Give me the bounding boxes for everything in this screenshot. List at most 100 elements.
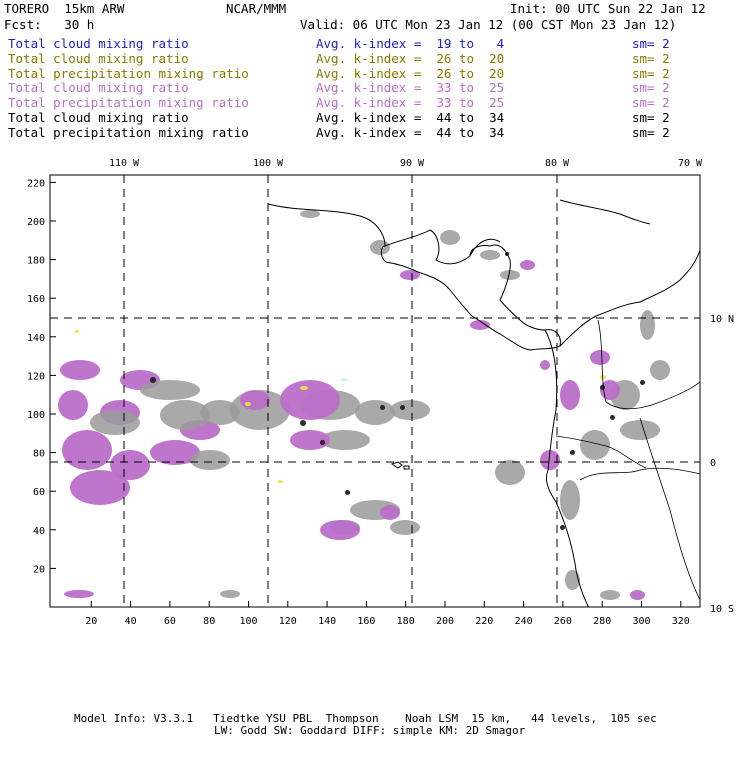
- y-tick-label: 140: [27, 333, 45, 344]
- field-purple-region: [280, 380, 340, 420]
- map-plot: 110 W 100 W 90 W 80 W 70 W 10 N 0 10 S 20 40 60 80 1…: [27, 158, 734, 627]
- field-black-region: [400, 405, 405, 410]
- y-tick-label: 20: [33, 564, 45, 575]
- y-tick-label: 180: [27, 256, 45, 267]
- x-tick-label: 120: [279, 616, 297, 627]
- legend-smoothing: sm= 2: [632, 80, 670, 96]
- forecast-hour: Fcst: 30 h: [4, 17, 95, 32]
- field-purple-region: [590, 350, 610, 365]
- y-tick-label: 160: [27, 294, 45, 305]
- field-purple-region: [60, 360, 100, 380]
- field-purple-region: [110, 450, 150, 480]
- field-gray-region: [160, 400, 210, 430]
- field-purple-region: [320, 520, 360, 540]
- field-purple-region: [290, 430, 330, 450]
- field-purple-region: [600, 380, 620, 400]
- y-tick-label: 40: [33, 526, 45, 537]
- y-tick-label: 120: [27, 371, 45, 382]
- border-brazil: [639, 417, 700, 601]
- coastline-south-america-north: [559, 249, 700, 347]
- x-tick-label: 60: [164, 616, 176, 627]
- legend-field: Total cloud mixing ratio: [8, 36, 189, 51]
- field-black-region: [320, 440, 325, 445]
- legend-field: Total precipitation mixing ratio: [8, 95, 249, 111]
- footer-physics-info: LW: Godd SW: Goddard DIFF: simple KM: 2D…: [214, 724, 526, 737]
- coastline-south-america-west: [544, 329, 590, 607]
- coastline-yucatan: [469, 238, 501, 257]
- legend-smoothing: sm= 2: [632, 50, 670, 66]
- top-lon-label: 110 W: [109, 158, 140, 169]
- field-gray-region: [390, 520, 420, 535]
- field-gray-region: [620, 420, 660, 440]
- field-gray-region: [320, 430, 370, 450]
- field-purple-region: [400, 270, 420, 280]
- right-lat-label: 10 S: [710, 604, 734, 615]
- legend-index-range: Avg. k-index = 44 to 34: [316, 124, 505, 140]
- valid-time: Valid: 06 UTC Mon 23 Jan 12 (00 CST Mon …: [300, 17, 677, 32]
- coastline-central-america: [267, 203, 561, 351]
- field-purple-region: [540, 450, 560, 470]
- legend-index-range: Avg. k-index = 33 to 25: [316, 95, 505, 111]
- field-yellow-region: [278, 480, 283, 483]
- field-purple-region: [240, 390, 270, 410]
- x-tick-label: 180: [397, 616, 415, 627]
- field-gray-region: [370, 240, 390, 255]
- field-purple-region: [470, 320, 490, 330]
- border-peru: [579, 467, 700, 481]
- y-tick-label: 100: [27, 410, 45, 421]
- x-tick-label: 320: [672, 616, 690, 627]
- field-black-region: [610, 415, 615, 420]
- x-tick-label: 140: [318, 616, 336, 627]
- right-lat-label: 10 N: [710, 314, 734, 325]
- top-lon-label: 70 W: [678, 158, 703, 169]
- legend-field: Total cloud mixing ratio: [8, 110, 189, 125]
- field-purple-region: [64, 590, 94, 598]
- legend-index-range: Avg. k-index = 33 to 25: [316, 80, 505, 96]
- field-black-region: [150, 377, 156, 383]
- border-venezuela: [597, 319, 700, 410]
- mixing-ratio-field: [58, 210, 670, 600]
- legend-smoothing: sm= 2: [632, 95, 670, 111]
- field-gray-region: [220, 590, 240, 598]
- top-lon-label: 80 W: [545, 158, 570, 169]
- field-gray-region: [495, 460, 525, 485]
- field-gray-region: [390, 400, 430, 420]
- x-tick-label: 200: [436, 616, 454, 627]
- init-time: Init: 00 UTC Sun 22 Jan 12: [510, 1, 706, 16]
- legend-smoothing: sm= 2: [632, 36, 670, 51]
- legend-index-range: Avg. k-index = 26 to 20: [316, 65, 505, 81]
- legend-field: Total cloud mixing ratio: [8, 50, 189, 66]
- field-gray-region: [140, 380, 200, 400]
- x-tick-label: 220: [475, 616, 493, 627]
- x-tick-label: 300: [632, 616, 650, 627]
- field-black-region: [600, 385, 605, 390]
- field-gray-region: [355, 400, 395, 425]
- legend: Total cloud mixing ratio Avg. k-index = 1…: [0, 36, 740, 146]
- y-tick-label: 60: [33, 487, 45, 498]
- y-tick-label: 80: [33, 449, 45, 460]
- field-purple-region: [150, 440, 200, 465]
- field-black-region: [300, 420, 306, 426]
- legend-field: Total cloud mixing ratio: [8, 80, 189, 96]
- y-tick-label: 220: [27, 178, 45, 189]
- field-purple-region: [520, 260, 535, 270]
- field-black-region: [560, 525, 565, 530]
- x-tick-label: 80: [203, 616, 215, 627]
- legend-smoothing: sm= 2: [632, 65, 670, 81]
- x-tick-label: 100: [239, 616, 257, 627]
- field-gray-region: [300, 210, 320, 218]
- x-tick-label: 260: [554, 616, 572, 627]
- field-purple-region: [630, 590, 645, 600]
- field-purple-region: [62, 430, 112, 470]
- field-gray-region: [565, 570, 580, 590]
- field-gray-region: [640, 310, 655, 340]
- y-tick-label: 200: [27, 217, 45, 228]
- field-gray-region: [90, 410, 140, 435]
- field-yellow-region: [245, 402, 251, 406]
- plot-frame: [49, 174, 701, 608]
- field-gray-region: [500, 270, 520, 280]
- x-tick-label: 40: [125, 616, 137, 627]
- legend-field: Total precipitation mixing ratio: [8, 124, 249, 140]
- field-purple-region: [540, 360, 550, 370]
- top-lon-label: 100 W: [253, 158, 284, 169]
